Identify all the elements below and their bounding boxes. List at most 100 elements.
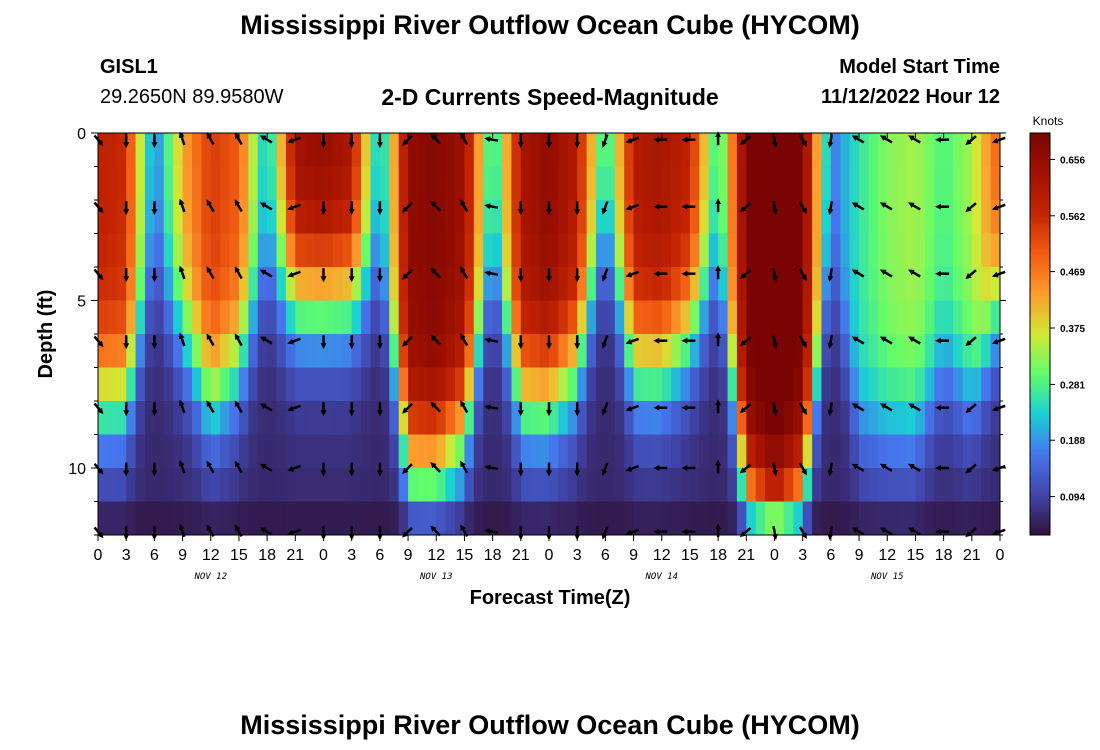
x-tick-label: 18 — [709, 547, 727, 564]
heatmap-cell — [135, 401, 146, 435]
heatmap-cell — [868, 233, 879, 268]
heatmap-cell — [210, 166, 221, 201]
heatmap-cell — [379, 267, 390, 301]
heatmap-cell — [549, 367, 559, 402]
heatmap-cell — [859, 300, 869, 335]
heatmap-cell — [257, 434, 268, 469]
heatmap-cell — [455, 501, 465, 536]
heatmap-cell — [332, 200, 343, 234]
current-vector — [402, 402, 413, 414]
heatmap-cell — [370, 267, 381, 301]
heatmap-cell — [445, 300, 456, 335]
current-vector — [287, 270, 301, 278]
current-vector — [430, 334, 441, 346]
heatmap-cell — [981, 401, 992, 435]
heatmap-cell — [859, 334, 869, 368]
current-vector — [287, 528, 301, 536]
heatmap-cell — [314, 267, 324, 301]
heatmap-cell — [473, 200, 484, 234]
current-vector — [287, 136, 301, 144]
heatmap-cell — [859, 166, 869, 201]
heatmap-cell — [445, 166, 456, 201]
heatmap-cell — [426, 367, 437, 402]
heatmap-cell — [314, 334, 324, 368]
current-vector — [460, 460, 469, 474]
heatmap-cell — [915, 300, 926, 335]
heatmap-cell — [736, 267, 747, 301]
heatmap-cell — [379, 401, 390, 435]
heatmap-cell — [511, 166, 522, 201]
heatmap-cell — [868, 133, 879, 167]
heatmap-cell — [953, 367, 963, 402]
heatmap-cell — [718, 233, 728, 268]
heatmap-cell — [351, 401, 362, 435]
heatmap-cell — [887, 401, 898, 435]
heatmap-cell — [671, 367, 681, 402]
heatmap-cell — [220, 367, 230, 402]
heatmap-cell — [595, 401, 606, 435]
heatmap-cell — [342, 334, 353, 368]
heatmap-cell — [332, 367, 343, 402]
heatmap-cell — [971, 267, 982, 301]
heatmap-cell — [849, 501, 860, 536]
heatmap-cell — [934, 434, 945, 469]
heatmap-cell — [567, 133, 578, 167]
heatmap-cell — [464, 267, 475, 301]
heatmap-cell — [586, 401, 597, 435]
heatmap-cell — [304, 233, 315, 268]
current-vector — [965, 135, 977, 146]
heatmap-cell — [671, 501, 681, 536]
heatmap-cell — [595, 200, 606, 234]
heatmap-cell — [342, 501, 353, 536]
heatmap-cell — [727, 434, 738, 469]
heatmap-cell — [746, 367, 757, 402]
heatmap-cell — [530, 166, 541, 201]
heatmap-cell — [229, 133, 240, 167]
heatmap-cell — [342, 166, 353, 201]
heatmap-cell — [953, 401, 963, 435]
heatmap-cell — [840, 233, 851, 268]
heatmap-cell — [135, 468, 146, 502]
heatmap-cell — [736, 233, 747, 268]
heatmap-cell — [812, 401, 822, 435]
current-vector — [827, 335, 834, 350]
heatmap-cell — [229, 267, 240, 301]
heatmap-cell — [567, 367, 578, 402]
heatmap-cell — [238, 334, 249, 368]
colorbar-tick-label: 0.469 — [1060, 268, 1085, 279]
heatmap-cell — [595, 166, 606, 201]
heatmap-cell — [736, 367, 747, 402]
heatmap-cell — [934, 267, 945, 301]
heatmap-cell — [520, 133, 531, 167]
heatmap-cell — [436, 401, 447, 435]
heatmap-cell — [116, 233, 127, 268]
heatmap-cell — [295, 267, 306, 301]
heatmap-cell — [144, 200, 155, 234]
heatmap-cell — [689, 434, 700, 469]
heatmap-cell — [595, 133, 606, 167]
heatmap-cell — [135, 300, 146, 335]
current-vector — [772, 402, 778, 417]
heatmap-cell — [361, 267, 371, 301]
heatmap-cell — [276, 401, 287, 435]
heatmap-cell — [821, 434, 832, 469]
x-tick-label: 15 — [456, 547, 474, 564]
heatmap-cell — [408, 267, 418, 301]
heatmap-cell — [285, 200, 296, 234]
heatmap-cell — [877, 267, 888, 301]
heatmap-cell — [774, 133, 785, 167]
heatmap-cell — [934, 166, 945, 201]
x-tick-label: 12 — [202, 547, 220, 564]
heatmap-cell — [971, 501, 982, 536]
heatmap-cell — [962, 267, 973, 301]
y-axis-label: Depth (ft) — [35, 290, 57, 379]
current-vector — [460, 266, 469, 280]
heatmap-cell — [426, 300, 437, 335]
current-vector — [908, 527, 921, 536]
heatmap-cell — [492, 166, 503, 201]
x-tick-label: 18 — [484, 547, 502, 564]
heatmap-cell — [718, 434, 728, 469]
heatmap-cell — [943, 166, 954, 201]
x-tick-label: 3 — [347, 547, 356, 564]
x-tick-label: 15 — [230, 547, 248, 564]
